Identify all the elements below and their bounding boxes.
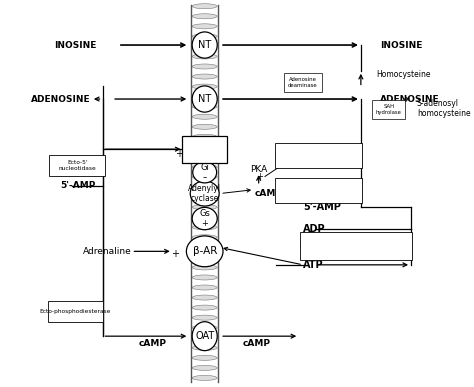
Ellipse shape <box>192 345 217 350</box>
Ellipse shape <box>192 205 217 210</box>
Ellipse shape <box>192 295 217 300</box>
FancyBboxPatch shape <box>372 100 405 119</box>
Ellipse shape <box>192 104 217 109</box>
Ellipse shape <box>192 375 217 380</box>
Ellipse shape <box>192 94 217 99</box>
Text: ADENOSINE: ADENOSINE <box>31 94 91 104</box>
Ellipse shape <box>192 265 217 270</box>
Ellipse shape <box>192 355 217 360</box>
Text: ATPases: ATPases <box>300 243 325 248</box>
Text: INOSINE: INOSINE <box>55 41 97 50</box>
Ellipse shape <box>192 32 217 58</box>
Ellipse shape <box>192 195 217 200</box>
FancyBboxPatch shape <box>275 178 362 203</box>
Ellipse shape <box>192 305 217 310</box>
Ellipse shape <box>192 34 217 39</box>
Text: β-AR: β-AR <box>192 247 217 256</box>
Text: INOSINE: INOSINE <box>380 41 422 50</box>
Ellipse shape <box>192 215 217 220</box>
Ellipse shape <box>192 245 217 250</box>
Text: NT: NT <box>198 94 211 104</box>
Ellipse shape <box>192 4 217 9</box>
Ellipse shape <box>192 365 217 370</box>
Ellipse shape <box>192 275 217 280</box>
Ellipse shape <box>192 335 217 340</box>
FancyBboxPatch shape <box>284 73 322 92</box>
Ellipse shape <box>186 236 223 267</box>
Text: Cytosolic
5' nucleotidase: Cytosolic 5' nucleotidase <box>275 150 312 161</box>
Text: Adenylyl
cyclase: Adenylyl cyclase <box>188 184 221 203</box>
Ellipse shape <box>193 162 217 183</box>
Ellipse shape <box>192 114 217 119</box>
Ellipse shape <box>192 54 217 59</box>
Ellipse shape <box>192 64 217 69</box>
Ellipse shape <box>192 134 217 139</box>
Ellipse shape <box>192 207 217 230</box>
Text: cAMP: cAMP <box>138 339 167 348</box>
Text: 5'-AMP: 5'-AMP <box>60 181 95 190</box>
FancyBboxPatch shape <box>300 232 412 260</box>
Text: NT: NT <box>198 40 211 50</box>
Text: ATP: ATP <box>303 260 324 270</box>
Text: Ecto-5'
nucleotidase: Ecto-5' nucleotidase <box>59 160 96 171</box>
Ellipse shape <box>192 255 217 260</box>
Text: PKA: PKA <box>250 164 267 174</box>
FancyBboxPatch shape <box>49 155 105 176</box>
Ellipse shape <box>192 225 217 230</box>
FancyBboxPatch shape <box>47 301 103 322</box>
Text: 5'-AMP: 5'-AMP <box>303 202 341 212</box>
Ellipse shape <box>192 315 217 320</box>
Ellipse shape <box>192 175 217 180</box>
FancyBboxPatch shape <box>182 136 227 163</box>
Ellipse shape <box>192 322 217 351</box>
Text: +: + <box>171 250 179 259</box>
Text: +: + <box>175 149 183 159</box>
Text: Adenylate
kinase: Adenylate kinase <box>354 241 382 251</box>
Ellipse shape <box>192 185 217 190</box>
Text: S-adenosyl
homocysteine: S-adenosyl homocysteine <box>417 99 470 118</box>
Text: ADP: ADP <box>303 224 326 234</box>
Text: Ecto-phosphodiesterase: Ecto-phosphodiesterase <box>40 308 111 313</box>
Ellipse shape <box>192 124 217 129</box>
Text: Adenosine
kinase: Adenosine kinase <box>315 150 342 161</box>
Text: Phospho-
diesterase: Phospho- diesterase <box>280 185 307 196</box>
Ellipse shape <box>192 14 217 19</box>
Ellipse shape <box>192 325 217 330</box>
FancyBboxPatch shape <box>275 143 362 168</box>
Ellipse shape <box>192 235 217 240</box>
Text: +: + <box>256 172 263 181</box>
Text: Creatine
kinase: Creatine kinase <box>328 241 351 251</box>
Text: Adenylate
kinase: Adenylate kinase <box>315 185 342 196</box>
Ellipse shape <box>192 74 217 79</box>
Text: cAMP: cAMP <box>255 189 283 198</box>
Text: Gi
–: Gi – <box>200 163 209 182</box>
Text: ADENOSINE: ADENOSINE <box>380 94 440 104</box>
Text: Homocysteine: Homocysteine <box>376 70 431 79</box>
Text: cAMP: cAMP <box>243 339 271 348</box>
Ellipse shape <box>192 285 217 290</box>
Ellipse shape <box>192 44 217 49</box>
Text: SAH
hydrolase: SAH hydrolase <box>376 104 401 115</box>
Ellipse shape <box>192 86 217 112</box>
Ellipse shape <box>192 144 217 149</box>
Text: A1R: A1R <box>193 144 216 154</box>
Text: Adrenaline: Adrenaline <box>82 247 131 256</box>
Ellipse shape <box>192 24 217 29</box>
Text: Adenosine
deaminase: Adenosine deaminase <box>288 77 318 88</box>
Ellipse shape <box>192 84 217 89</box>
Text: OAT: OAT <box>195 331 214 341</box>
Ellipse shape <box>192 164 217 170</box>
Ellipse shape <box>192 154 217 159</box>
Text: Gs
+: Gs + <box>199 209 210 228</box>
Ellipse shape <box>190 181 219 206</box>
